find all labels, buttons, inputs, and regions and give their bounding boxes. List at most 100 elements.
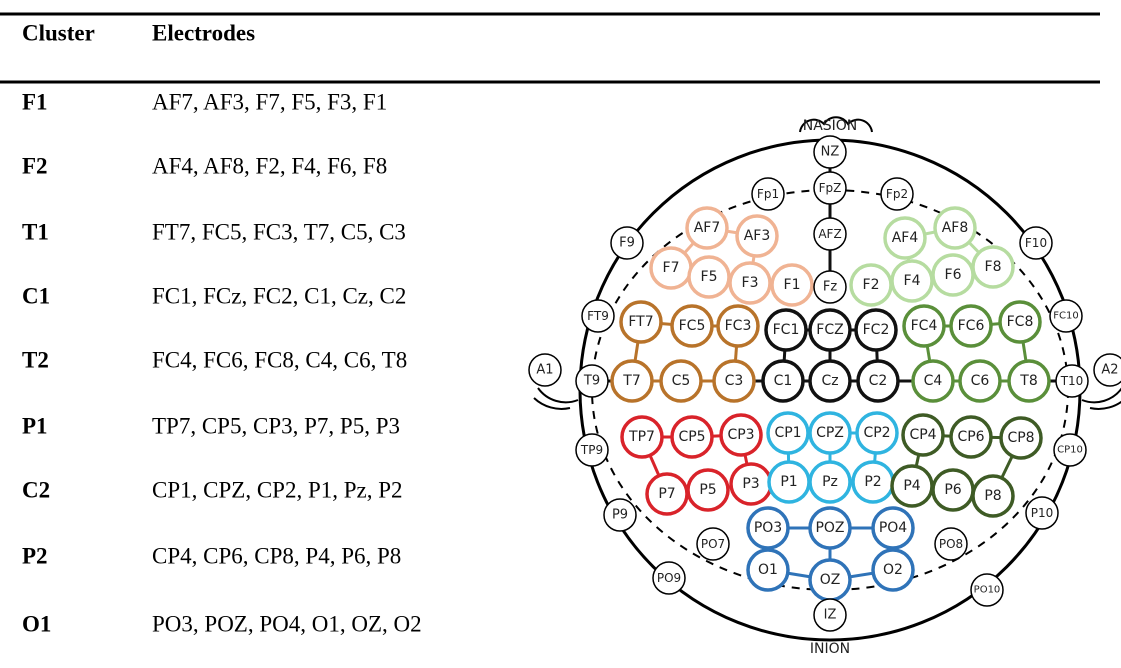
electrode-label: POZ — [815, 520, 844, 536]
electrode-label: F9 — [619, 236, 635, 251]
electrode-label: PO10 — [974, 585, 1001, 596]
electrode-label: FC10 — [1053, 311, 1078, 322]
electrode-label: FC1 — [773, 322, 800, 338]
inion-label: INION — [810, 641, 850, 657]
electrode-label: F7 — [663, 260, 680, 276]
electrode-label: PO7 — [701, 537, 725, 551]
ear — [534, 388, 578, 409]
cluster-name: F2 — [22, 153, 48, 178]
electrode-label: F4 — [904, 273, 921, 289]
electrode-label: P7 — [658, 486, 675, 502]
electrode-label: TP7 — [628, 429, 655, 445]
electrode-list: CP4, CP6, CP8, P4, P6, P8 — [152, 543, 401, 568]
electrode-label: F10 — [1025, 236, 1047, 250]
electrode-label: CP3 — [727, 427, 754, 443]
electrode-label: CP8 — [1007, 430, 1034, 446]
header-cell: Electrodes — [152, 20, 255, 45]
electrode-label: P5 — [699, 482, 716, 498]
electrode-label: FT7 — [628, 314, 653, 330]
electrode-list: FC4, FC6, FC8, C4, C6, T8 — [152, 347, 407, 372]
electrode-label: FC4 — [911, 318, 938, 334]
electrode-label: FpZ — [819, 181, 842, 195]
electrode-label: CP4 — [909, 427, 936, 443]
header-cell: Cluster — [22, 20, 95, 45]
electrode-label: Fp2 — [886, 187, 908, 201]
cluster-name: F1 — [22, 89, 48, 114]
electrode-label: A2 — [1101, 363, 1118, 378]
electrode-label: FC2 — [863, 322, 890, 338]
cluster-name: T2 — [22, 347, 49, 372]
electrode-label: C5 — [672, 373, 691, 389]
electrode-label: FCZ — [816, 322, 843, 338]
electrode-label: FT9 — [587, 309, 609, 323]
electrode-label: C4 — [924, 373, 943, 389]
cluster-name: C1 — [22, 283, 50, 308]
electrode-label: CP6 — [957, 429, 984, 445]
electrode-label: PO8 — [939, 537, 963, 551]
cluster-name: C2 — [22, 477, 50, 502]
nasion-label: NASION — [803, 118, 858, 134]
electrode-label: FC3 — [725, 318, 752, 334]
electrode-label: FC8 — [1007, 314, 1034, 330]
electrode-label: C6 — [971, 373, 990, 389]
electrode-list: TP7, CP5, CP3, P7, P5, P3 — [152, 413, 400, 438]
electrode-label: F3 — [742, 275, 759, 291]
electrode-label: NZ — [821, 145, 840, 160]
electrode-label: IZ — [824, 608, 837, 623]
electrode-label: PO4 — [879, 520, 907, 536]
electrode-label: C1 — [774, 373, 793, 389]
electrode-label: FC6 — [958, 318, 985, 334]
electrode-list: FT7, FC5, FC3, T7, C5, C3 — [152, 219, 406, 244]
electrode-label: F1 — [784, 277, 801, 293]
electrode-label: P1 — [780, 474, 797, 490]
electrode-label: AF7 — [694, 220, 721, 236]
electrode-label: F8 — [985, 259, 1002, 275]
electrode-list: AF7, AF3, F7, F5, F3, F1 — [152, 89, 387, 114]
electrode-list: PO3, POZ, PO4, O1, OZ, O2 — [152, 611, 422, 636]
electrode-label: PO3 — [754, 520, 782, 536]
electrode-label: P3 — [742, 476, 759, 492]
page: Cluster Electrodes NASION INION F1 AF7, A… — [0, 0, 1121, 668]
electrode-label: Cz — [821, 373, 838, 389]
electrode-label: P2 — [864, 474, 881, 490]
electrode-label: F5 — [701, 269, 718, 285]
electrode-label: AF4 — [892, 230, 919, 246]
electrode-label: CP5 — [678, 429, 705, 445]
electrode-label: Fp1 — [757, 187, 779, 201]
electrode-label: T10 — [1060, 374, 1084, 388]
ear — [1082, 388, 1121, 409]
electrode-label: AF8 — [942, 220, 969, 236]
cluster-name: O1 — [22, 611, 51, 636]
electrode-label: PO9 — [657, 571, 681, 585]
electrode-label: AF3 — [744, 228, 771, 244]
cluster-name: P2 — [22, 543, 48, 568]
electrode-label: P8 — [984, 488, 1001, 504]
electrode-label: F2 — [863, 277, 880, 293]
electrode-label: C3 — [725, 373, 744, 389]
electrode-label: C2 — [869, 373, 888, 389]
electrode-label: CP1 — [774, 425, 801, 441]
electrode-label: O1 — [758, 562, 778, 578]
electrode-label: O2 — [883, 562, 903, 578]
electrode-label: P6 — [944, 482, 961, 498]
cluster-name: P1 — [22, 413, 48, 438]
electrode-list: FC1, FCz, FC2, C1, Cz, C2 — [152, 283, 406, 308]
electrode-label: OZ — [820, 572, 841, 588]
electrode-label: AFZ — [818, 227, 841, 241]
electrode-list: CP1, CPZ, CP2, P1, Pz, P2 — [152, 477, 403, 502]
electrode-label: FC5 — [679, 318, 706, 334]
electrode-label: T8 — [1019, 373, 1037, 389]
electrode-label: P10 — [1031, 506, 1054, 520]
electrode-label: CP2 — [863, 425, 890, 441]
electrode-label: CP10 — [1057, 445, 1083, 456]
electrode-label: Pz — [822, 474, 838, 490]
electrode-label: P9 — [612, 508, 628, 523]
electrode-label: Fz — [823, 280, 837, 295]
electrode-list: AF4, AF8, F2, F4, F6, F8 — [152, 153, 387, 178]
cluster-name: T1 — [22, 219, 49, 244]
electrode-label: CPZ — [816, 425, 844, 441]
electrode-label: F6 — [945, 267, 962, 283]
electrode-label: A1 — [536, 363, 553, 378]
electrode-label: TP9 — [580, 443, 603, 457]
electrode-label: P4 — [903, 478, 920, 494]
